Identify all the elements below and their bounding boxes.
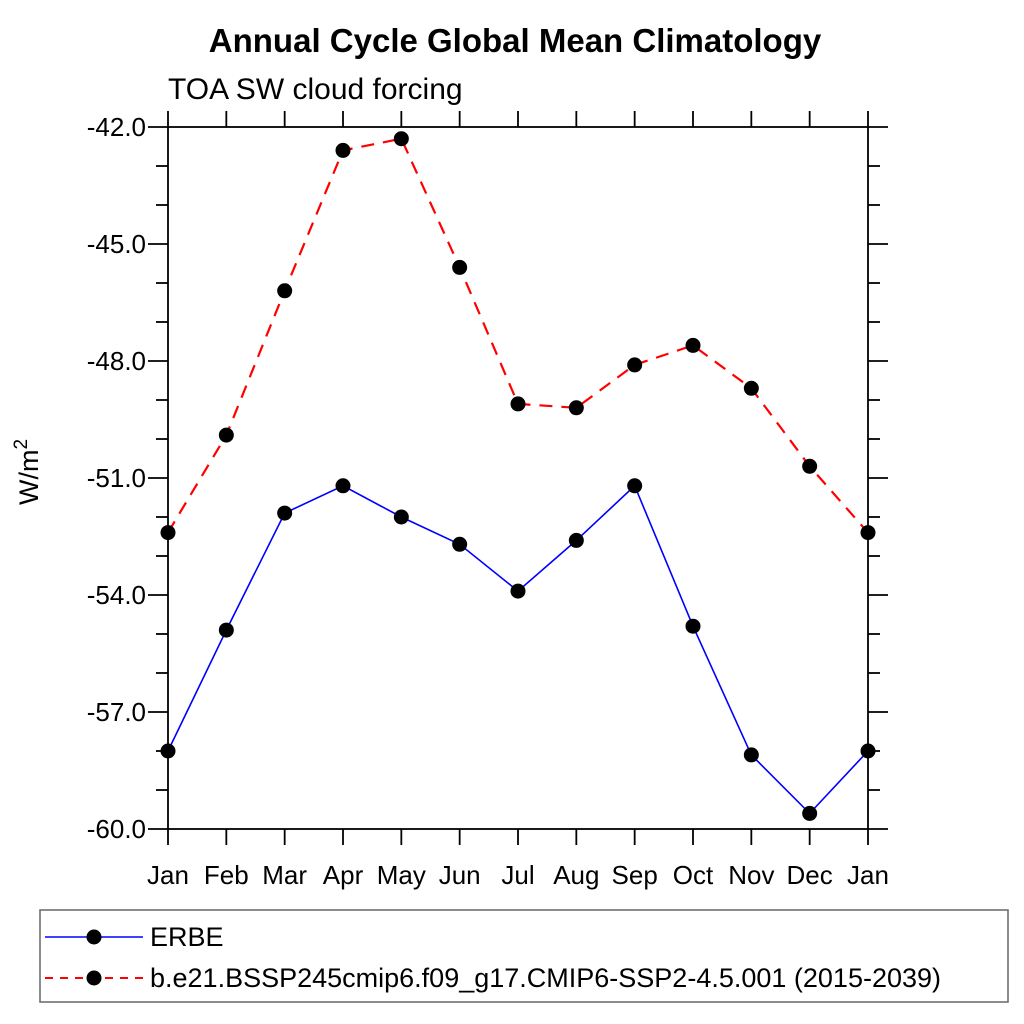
data-point-marker-1 xyxy=(568,400,584,416)
legend-marker-dot-icon xyxy=(86,970,102,986)
series-line-1 xyxy=(167,137,869,534)
legend-label-erbe: ERBE xyxy=(150,922,224,952)
plot-frame xyxy=(167,126,869,830)
data-point-marker-1 xyxy=(510,396,526,412)
y-tick-label: -45.0 xyxy=(87,229,146,259)
y-tick-label: -48.0 xyxy=(87,346,146,376)
x-tick-label: Mar xyxy=(262,860,307,890)
legend-marker-dot-icon xyxy=(86,929,102,945)
data-point-marker-1 xyxy=(743,380,759,396)
data-point-marker-0 xyxy=(860,743,876,759)
series-line-0 xyxy=(167,484,869,815)
y-tick-label: -51.0 xyxy=(87,463,146,493)
x-tick-label: Oct xyxy=(673,860,714,890)
data-point-marker-0 xyxy=(568,532,584,548)
x-tick-label: Sep xyxy=(612,860,658,890)
data-point-marker-1 xyxy=(335,142,351,158)
data-point-marker-1 xyxy=(277,283,293,299)
chart-subtitle: TOA SW cloud forcing xyxy=(168,73,463,106)
data-point-marker-1 xyxy=(452,259,468,275)
data-point-marker-1 xyxy=(627,357,643,373)
data-point-marker-0 xyxy=(335,478,351,494)
y-axis-title-text: W/m xyxy=(14,450,44,505)
data-point-marker-0 xyxy=(802,805,818,821)
data-point-marker-1 xyxy=(860,525,876,541)
y-tick-label: -57.0 xyxy=(87,697,146,727)
data-point-marker-0 xyxy=(452,536,468,552)
chart-title: Annual Cycle Global Mean Climatology xyxy=(209,22,822,59)
data-point-marker-1 xyxy=(160,525,176,541)
data-point-marker-0 xyxy=(277,505,293,521)
legend-item-erbe: ERBE xyxy=(45,922,224,952)
x-tick-label: May xyxy=(377,860,426,890)
legend: ERBE b.e21.BSSP245cmip6.f09_g17.CMIP6-SS… xyxy=(39,909,1009,1003)
x-tick-label: Nov xyxy=(728,860,774,890)
data-point-marker-0 xyxy=(743,747,759,763)
x-tick-label: Jan xyxy=(847,860,889,890)
legend-label-model: b.e21.BSSP245cmip6.f09_g17.CMIP6-SSP2-4.… xyxy=(150,963,941,993)
data-point-marker-1 xyxy=(802,458,818,474)
x-tick-label: Jul xyxy=(501,860,534,890)
legend-border xyxy=(39,909,1009,1003)
data-point-marker-1 xyxy=(685,337,701,353)
x-tick-label: Feb xyxy=(204,860,249,890)
y-axis-title: W/m2 xyxy=(11,439,44,505)
legend-item-model: b.e21.BSSP245cmip6.f09_g17.CMIP6-SSP2-4.… xyxy=(45,963,941,993)
data-point-marker-1 xyxy=(393,131,409,147)
data-point-marker-0 xyxy=(685,618,701,634)
x-tick-label: Apr xyxy=(323,860,364,890)
data-point-marker-0 xyxy=(218,622,234,638)
y-tick-label: -42.0 xyxy=(87,112,146,142)
x-tick-label: Aug xyxy=(553,860,599,890)
data-point-marker-0 xyxy=(160,743,176,759)
data-point-marker-0 xyxy=(627,478,643,494)
data-point-marker-0 xyxy=(393,509,409,525)
data-point-marker-0 xyxy=(510,583,526,599)
x-tick-label: Jan xyxy=(147,860,189,890)
data-point-marker-1 xyxy=(218,427,234,443)
y-tick-label: -54.0 xyxy=(87,580,146,610)
x-tick-label: Jun xyxy=(439,860,481,890)
y-axis-title-superscript: 2 xyxy=(11,439,32,450)
y-tick-label: -60.0 xyxy=(87,814,146,844)
x-tick-label: Dec xyxy=(787,860,833,890)
